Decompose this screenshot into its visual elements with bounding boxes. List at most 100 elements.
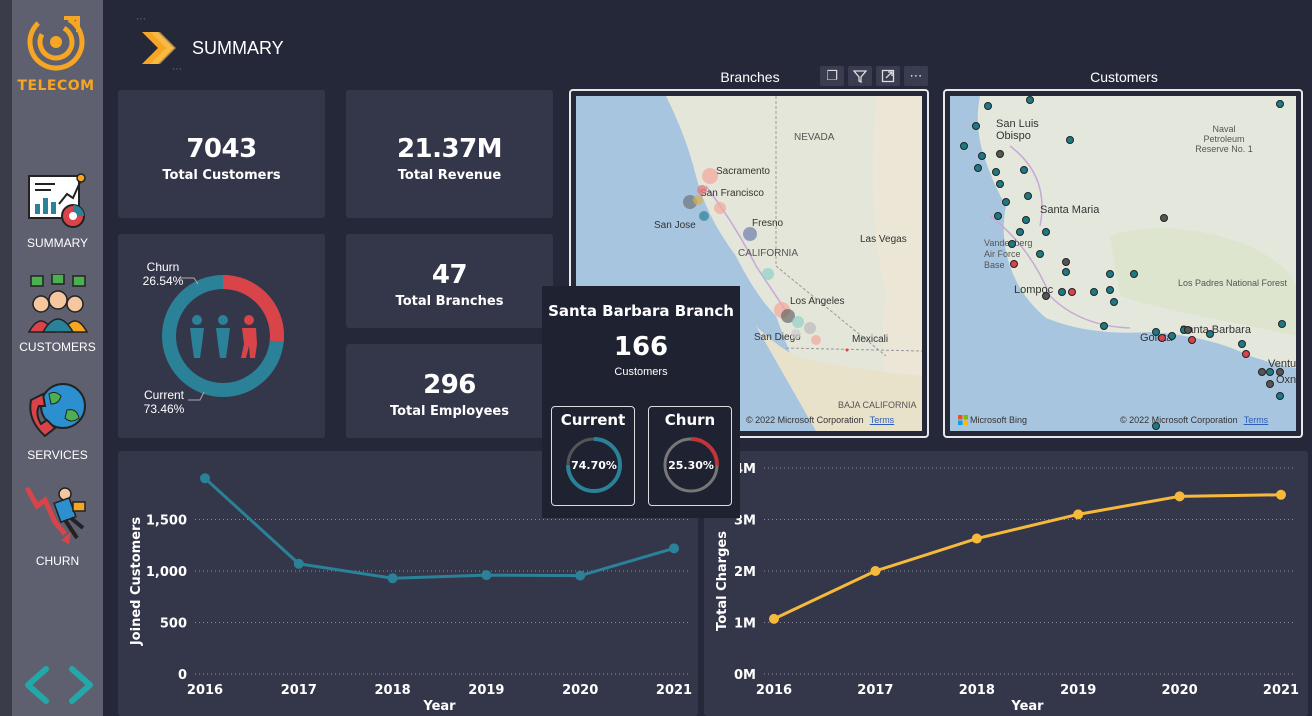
kpi-total-revenue-value: 21.37M [396,134,503,164]
customer-dot[interactable] [1110,298,1118,306]
bing-logo: Microsoft Bing [958,415,1027,425]
customer-dot[interactable] [1066,136,1074,144]
customer-dot[interactable] [1062,258,1070,266]
nav-item-customers[interactable]: CUSTOMERS [12,273,103,354]
customer-dot[interactable] [1008,240,1016,248]
chevron-right-icon[interactable] [66,666,96,704]
total-charges-data-point[interactable] [769,613,779,624]
branch-bubble[interactable] [804,322,816,334]
customer-dot[interactable] [1168,332,1176,340]
place-label: San Jose [654,220,696,231]
customer-dot[interactable] [1024,192,1032,200]
customer-dot[interactable] [1090,288,1098,296]
joined-customers-data-point[interactable] [293,558,304,569]
customer-dot[interactable] [994,212,1002,220]
customer-dot[interactable] [1022,216,1030,224]
customer-dot[interactable] [974,164,982,172]
customer-dot[interactable] [1036,250,1044,258]
joined-customers-data-point[interactable] [669,543,679,554]
more-options-icon[interactable]: ⋯ [904,66,928,86]
customer-dot[interactable] [1016,228,1024,236]
total-charges-data-point[interactable] [870,566,881,576]
total-charges-data-point[interactable] [1073,509,1084,520]
branch-tooltip: Santa Barbara Branch 166 Customers Curre… [542,286,740,518]
joined-customers-data-point[interactable] [481,570,492,581]
nav-item-churn[interactable]: CHURN [12,484,103,568]
customer-dot[interactable] [1106,270,1114,278]
customers-map-attribution: © 2022 Microsoft Corporation Terms [1120,415,1268,425]
filter-icon[interactable] [848,66,872,86]
branch-bubble[interactable] [845,348,849,352]
customer-dot[interactable] [1276,392,1284,400]
telecom-logo-icon [27,13,85,71]
customer-dot[interactable] [1020,166,1028,174]
customers-map-canvas[interactable]: San Luis Obispo Naval Petroleum Reserve … [950,96,1296,431]
customer-dot[interactable] [1010,260,1018,268]
customer-dot[interactable] [996,150,1004,158]
customer-dot[interactable] [1160,214,1168,222]
customer-dot[interactable] [1152,328,1160,336]
customer-dot[interactable] [1266,380,1274,388]
customer-dot[interactable] [972,122,980,130]
customer-dot[interactable] [992,168,1000,176]
customer-dot[interactable] [1278,320,1286,328]
nav-item-services[interactable]: SERVICES [12,380,103,462]
joined-customers-data-point[interactable] [200,473,210,484]
customer-dot[interactable] [1152,422,1160,430]
customer-dot[interactable] [996,180,1004,188]
donut-segment-churn[interactable] [162,275,284,397]
customer-dot[interactable] [1188,336,1196,344]
nav-item-summary[interactable]: SUMMARY [12,170,103,250]
customer-dot[interactable] [1276,368,1284,376]
page-navigator [22,666,96,704]
customer-dot[interactable] [1058,288,1066,296]
customer-dot[interactable] [978,152,986,160]
total-charges-data-point[interactable] [1174,491,1185,502]
branch-bubble[interactable] [743,227,757,241]
customer-dot[interactable] [1206,330,1214,338]
customers-map[interactable]: San Luis Obispo Naval Petroleum Reserve … [943,89,1303,438]
customer-dot[interactable] [1042,292,1050,300]
joined-customers-x-tick-label: 2020 [562,683,598,698]
branch-bubble[interactable] [791,329,801,339]
customer-dot[interactable] [1130,270,1138,278]
customers-map-tiles [950,96,1296,431]
customer-dot[interactable] [1266,368,1274,376]
joined-customers-data-point[interactable] [575,570,586,581]
branch-bubble[interactable] [792,316,804,328]
focus-mode-icon[interactable] [876,66,900,86]
total-charges-data-point[interactable] [1276,489,1286,500]
branches-map-terms-link[interactable]: Terms [869,415,895,425]
customer-dot[interactable] [1158,334,1166,342]
customer-dot[interactable] [1258,368,1266,376]
customer-dot[interactable] [1100,322,1108,330]
branch-bubble[interactable] [762,268,774,280]
branch-bubble[interactable] [781,309,795,323]
customer-dot[interactable] [984,102,992,110]
joined-customers-data-point[interactable] [387,573,398,584]
customer-dot[interactable] [960,142,968,150]
kpi-total-revenue-label: Total Revenue [397,168,502,183]
branch-bubble[interactable] [811,335,821,345]
customer-dot[interactable] [1068,288,1076,296]
brand-logo: TELECOM [14,8,98,94]
customers-map-terms-link[interactable]: Terms [1243,415,1269,425]
branch-bubble[interactable] [699,211,709,221]
customer-dot[interactable] [1238,340,1246,348]
customer-dot[interactable] [1026,96,1034,104]
branch-bubble[interactable] [693,195,703,205]
total-charges-data-point[interactable] [971,533,982,544]
branch-bubble[interactable] [714,202,726,214]
customer-dot[interactable] [1002,198,1010,206]
customer-dot[interactable] [1276,100,1284,108]
customer-dot[interactable] [1042,228,1050,236]
copy-icon[interactable]: ❐ [820,66,844,86]
branch-bubble[interactable] [697,185,707,195]
total-charges-x-tick-label: 2020 [1162,683,1198,698]
customer-dot[interactable] [1242,350,1250,358]
customer-dot[interactable] [1062,268,1070,276]
branch-bubble[interactable] [702,168,718,184]
customer-dot[interactable] [1106,286,1114,294]
chevron-left-icon[interactable] [22,666,52,704]
customer-dot[interactable] [1184,326,1192,334]
